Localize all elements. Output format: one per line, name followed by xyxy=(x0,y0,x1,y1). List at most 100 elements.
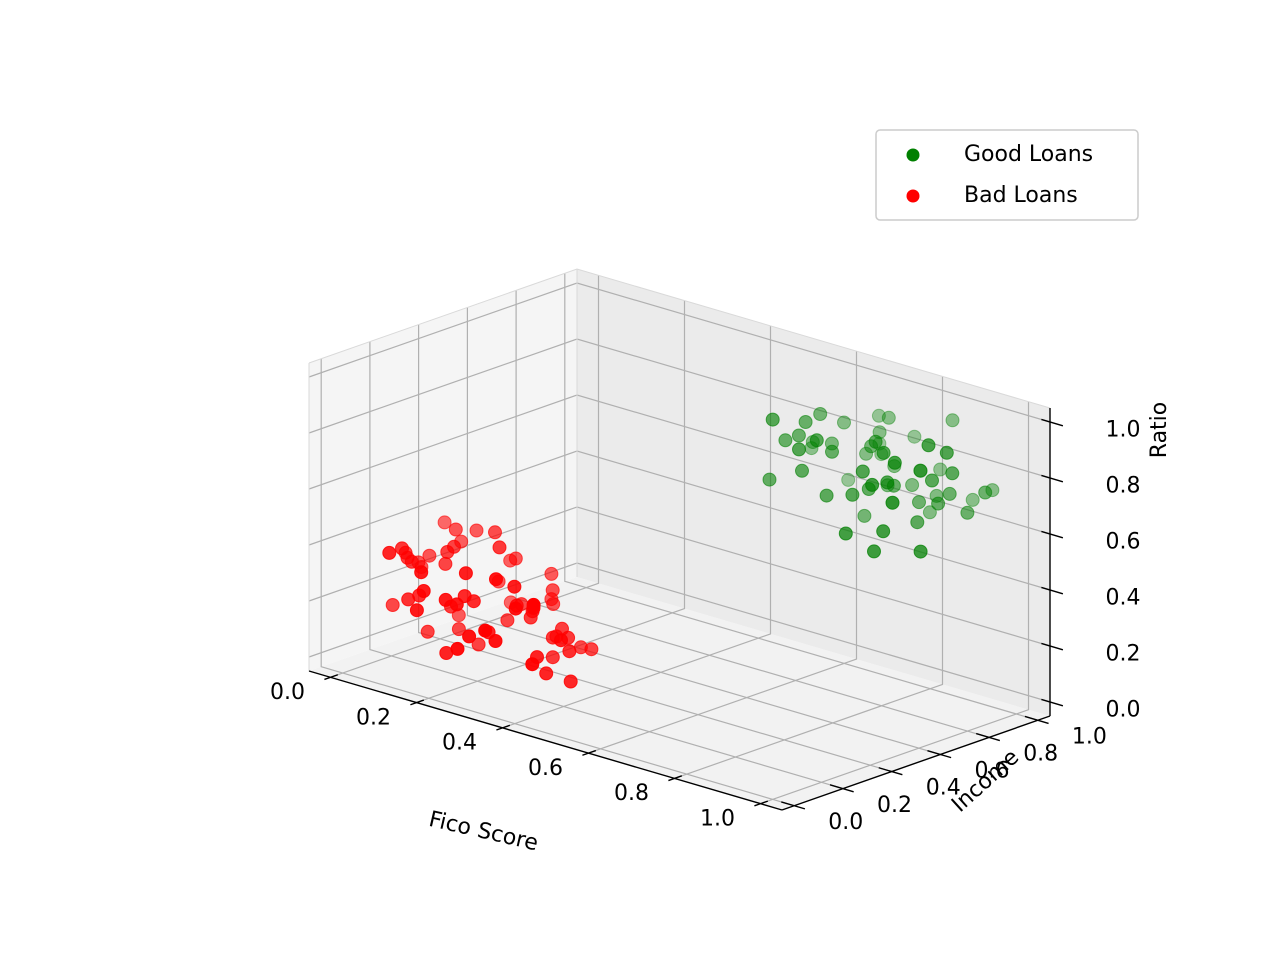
bad-loan-point xyxy=(448,522,463,537)
x-gridline xyxy=(760,401,1030,805)
z-axis-label: Ratio xyxy=(1147,402,1172,458)
legend-item-0[interactable]: Good Loans xyxy=(906,142,1094,167)
good-loan-point xyxy=(945,466,960,481)
x-tick-label: 0.4 xyxy=(442,731,477,756)
legend-box xyxy=(875,129,1139,221)
bad-loan-point xyxy=(545,583,560,598)
good-loan-point xyxy=(945,413,960,428)
good-loan-point xyxy=(867,544,881,559)
bad-loan-point xyxy=(488,634,503,648)
good-loan-point xyxy=(825,444,839,459)
good-loan-point xyxy=(813,407,828,421)
good-loan-point xyxy=(931,496,946,511)
y-axis-line xyxy=(781,715,1051,811)
good-loan-point xyxy=(795,463,809,478)
good-loan-point xyxy=(762,472,777,487)
x-tick xyxy=(324,674,339,681)
good-loan-point xyxy=(881,410,896,425)
z-tick-label: 0.0 xyxy=(1106,697,1141,722)
good-loan-point xyxy=(912,495,926,510)
bad-loan-point xyxy=(469,523,484,538)
good-loan-point xyxy=(880,475,895,490)
legend[interactable]: Good Loans Bad Loans xyxy=(875,129,1139,221)
good-loan-point xyxy=(791,428,806,443)
back-pane xyxy=(577,269,1050,716)
good-loan-point xyxy=(913,463,928,478)
x-tick xyxy=(668,775,683,782)
x-tick-label: 0.0 xyxy=(270,680,305,705)
y-tick xyxy=(878,767,903,776)
bad-loan-point xyxy=(395,541,409,556)
bad-loan-point xyxy=(539,666,554,681)
good-loan-point xyxy=(933,462,948,477)
y-gridline xyxy=(369,341,844,790)
bad-loan-point xyxy=(409,603,424,618)
good-loan-point xyxy=(865,477,880,492)
good-loan-point xyxy=(907,429,922,444)
tick-labels: 0.0 0.0 0.0 0.2 0.2 0.2 0.4 0.4 0.4 0.6 0.6 0.6 0.8 0… xyxy=(270,417,1140,835)
legend-item-1[interactable]: Bad Loans xyxy=(906,183,1078,208)
good-loan-point xyxy=(778,433,793,448)
z-tick-label: 0.4 xyxy=(1106,585,1141,610)
legend-marker-0 xyxy=(906,148,920,162)
good-loan-point xyxy=(838,526,853,541)
bad-loan-point xyxy=(546,597,561,611)
good-loan-point xyxy=(819,488,834,503)
side-pane xyxy=(309,269,577,671)
y-gridline xyxy=(466,307,941,756)
z-tick xyxy=(1041,474,1064,483)
good-loan-point xyxy=(792,442,806,457)
good-loan-point xyxy=(921,438,936,453)
y-tick xyxy=(1024,715,1049,725)
bad-loan-point xyxy=(489,572,503,587)
bad-loan-point xyxy=(478,623,493,638)
good-loan-point xyxy=(837,415,851,430)
z-tick xyxy=(1041,642,1064,651)
x-tick xyxy=(410,699,425,706)
data-points xyxy=(382,407,1000,689)
bad-loan-point xyxy=(507,579,522,594)
bad-loan-point xyxy=(404,554,419,569)
good-loan-point xyxy=(913,544,928,559)
good-loan-point xyxy=(939,445,954,460)
good-loan-point xyxy=(942,486,957,501)
legend-marker-1 xyxy=(906,189,920,203)
bad-loan-point xyxy=(525,657,540,672)
z-tick xyxy=(1041,530,1064,539)
x-tick-label: 0.8 xyxy=(614,781,649,806)
y-tick-label: 0.8 xyxy=(1023,742,1058,767)
good-loan-point xyxy=(922,505,937,520)
y-tick-label: 0.6 xyxy=(974,759,1009,784)
good-loan-point xyxy=(887,455,902,470)
bad-loan-point xyxy=(562,644,577,659)
good-loan-point xyxy=(965,492,980,507)
good-loan-point xyxy=(876,445,891,460)
y-tick-label: 0.2 xyxy=(877,793,912,818)
bad-loan-point xyxy=(449,597,464,612)
y-tick xyxy=(927,749,952,759)
z-tick xyxy=(1041,418,1064,427)
legend-label-1: Bad Loans xyxy=(964,183,1078,208)
z-tick-label: 0.8 xyxy=(1106,473,1141,498)
bad-loan-point xyxy=(563,674,578,689)
good-loan-point xyxy=(978,485,993,500)
y-tick xyxy=(975,732,1001,742)
good-loan-point xyxy=(925,473,939,488)
x-axis-line xyxy=(308,670,783,811)
grid-lines xyxy=(308,268,1051,807)
x-tick xyxy=(754,800,769,807)
bad-loan-point xyxy=(526,597,541,612)
legend-label-0: Good Loans xyxy=(964,142,1093,167)
y-gridline xyxy=(564,273,1038,721)
good-loan-point xyxy=(798,415,813,429)
bad-loan-point xyxy=(382,545,397,560)
z-tick-label: 0.2 xyxy=(1106,641,1141,666)
good-loan-point xyxy=(855,464,870,479)
z-tick-label: 1.0 xyxy=(1106,417,1141,442)
y-tick xyxy=(829,784,854,793)
y-tick xyxy=(781,801,806,810)
bad-loan-point xyxy=(584,642,599,657)
bad-loan-point xyxy=(437,515,452,530)
good-loan-point xyxy=(876,524,891,539)
